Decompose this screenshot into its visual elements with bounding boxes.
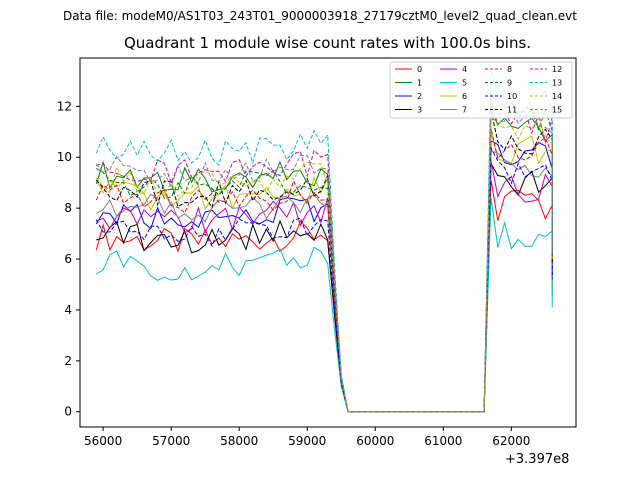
series-group	[95, 69, 553, 413]
x-tick-label: 59000	[288, 434, 326, 448]
chart-suptitle: Data file: modeM0/AS1T03_243T01_90000039…	[63, 9, 577, 23]
plot-frame	[79, 57, 577, 428]
legend-label-14: 14	[552, 92, 562, 101]
legend-label-7: 7	[462, 106, 467, 115]
x-tick-label: 62000	[492, 434, 530, 448]
x-tick-label: 61000	[424, 434, 462, 448]
y-tick-label: 2	[64, 354, 72, 368]
series-line-14	[95, 112, 553, 413]
series-line-11	[95, 109, 553, 413]
x-axis-offset-label: +3.397e8	[505, 452, 570, 467]
chart-title: Quadrant 1 module wise count rates with …	[123, 34, 532, 52]
legend-label-2: 2	[417, 92, 422, 101]
legend-label-13: 13	[552, 79, 562, 88]
x-tick-label: 57000	[152, 434, 190, 448]
legend-label-10: 10	[507, 92, 517, 101]
legend-box	[389, 61, 573, 119]
series-line-10	[95, 146, 553, 413]
y-tick-label: 6	[64, 252, 72, 266]
legend-label-0: 0	[417, 65, 422, 74]
legend-label-5: 5	[462, 79, 467, 88]
series-line-12	[96, 100, 553, 413]
series-line-9	[96, 92, 553, 413]
series-line-5	[96, 197, 553, 413]
series-line-3	[96, 161, 553, 413]
legend-label-1: 1	[417, 79, 422, 88]
legend-label-8: 8	[507, 65, 512, 74]
x-tick-label: 56000	[84, 434, 122, 448]
legend-label-9: 9	[507, 79, 512, 88]
legend-label-3: 3	[417, 106, 422, 115]
y-tick-label: 10	[57, 150, 72, 164]
series-line-1	[95, 108, 553, 413]
legend-label-4: 4	[462, 65, 467, 74]
series-line-0	[95, 179, 553, 413]
y-tick-label: 12	[57, 99, 72, 113]
x-tick-label: 60000	[356, 434, 394, 448]
legend-label-15: 15	[552, 106, 562, 115]
legend-label-6: 6	[462, 92, 467, 101]
y-tick-label: 0	[64, 405, 72, 419]
legend-label-12: 12	[552, 65, 562, 74]
y-tick-label: 4	[64, 303, 72, 317]
series-line-13	[95, 69, 553, 413]
legend-label-11: 11	[507, 106, 517, 115]
x-tick-label: 58000	[220, 434, 258, 448]
y-tick-label: 8	[64, 201, 72, 215]
